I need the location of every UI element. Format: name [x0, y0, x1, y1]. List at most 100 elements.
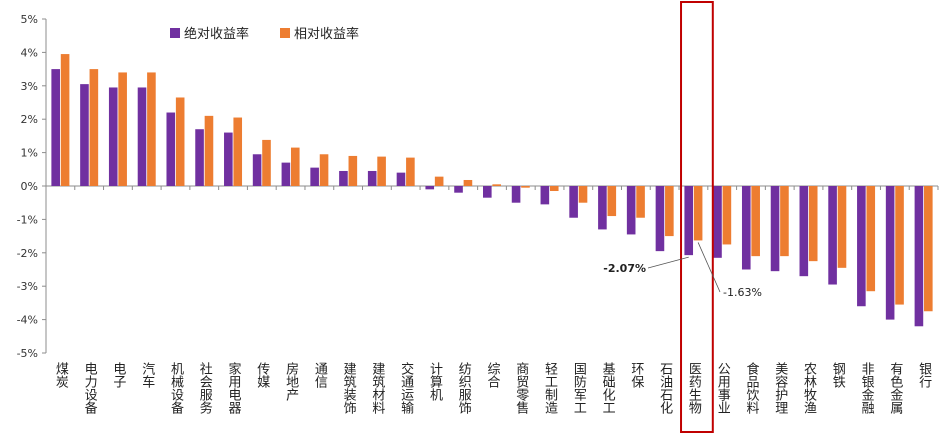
- bar: [492, 184, 501, 186]
- category-label: 轻工制造: [542, 362, 558, 415]
- category-label: 国防军工: [571, 362, 587, 414]
- category-label: 美容护理: [772, 362, 788, 414]
- bar: [693, 186, 703, 241]
- bar: [924, 186, 933, 312]
- bar: [636, 186, 645, 218]
- bar: [434, 176, 444, 186]
- y-tick-label: -1%: [17, 213, 38, 226]
- bar: [578, 186, 588, 203]
- category-label: 社会服务: [197, 361, 213, 414]
- bar: [569, 186, 578, 218]
- bar: [828, 186, 837, 285]
- bar: [511, 186, 521, 203]
- bar: [751, 186, 760, 257]
- bar: [713, 186, 722, 258]
- category-label: 商贸零售: [513, 362, 529, 414]
- annotation-label: -1.63%: [723, 286, 762, 299]
- bar: [204, 115, 214, 186]
- category-label: 通信: [312, 362, 328, 388]
- bar: [118, 72, 127, 186]
- highlight-box: [680, 1, 714, 433]
- bar: [540, 186, 550, 205]
- y-tick-label: 1%: [21, 147, 38, 160]
- bar: [857, 186, 866, 307]
- y-tick-label: 0%: [21, 180, 38, 193]
- category-label: 钢铁: [830, 362, 846, 388]
- category-label: 房地产: [283, 361, 299, 402]
- bar: [799, 186, 809, 277]
- bar: [598, 186, 607, 230]
- bar: [780, 186, 789, 257]
- bar: [483, 186, 492, 198]
- bar: [281, 162, 291, 186]
- category-label: 纺织服饰: [456, 362, 472, 414]
- y-tick-label: 3%: [21, 80, 38, 93]
- legend-swatch: [280, 28, 290, 38]
- category-label: 有色金属: [887, 362, 903, 415]
- annotation-leader: [697, 242, 721, 293]
- category-label: 非银金融: [859, 362, 875, 414]
- bar: [51, 69, 60, 186]
- bar: [319, 154, 329, 186]
- bar: [195, 129, 204, 186]
- category-label: 石油石化: [657, 362, 673, 415]
- legend-swatch: [170, 28, 180, 38]
- y-tick-label: 5%: [21, 13, 38, 26]
- bar: [722, 186, 732, 245]
- bar: [367, 170, 377, 186]
- y-tick-label: 4%: [21, 46, 38, 59]
- bar: [348, 155, 358, 186]
- category-label: 建筑装饰: [341, 362, 357, 414]
- bar: [290, 147, 300, 186]
- bar: [866, 186, 876, 292]
- category-label: 医药生物: [686, 362, 702, 415]
- bar: [463, 179, 473, 186]
- bar: [626, 186, 636, 235]
- y-tick-label: -4%: [17, 314, 38, 327]
- category-label: 电力设备: [82, 362, 98, 415]
- y-tick-label: -2%: [17, 247, 38, 260]
- category-label: 综合: [485, 362, 501, 388]
- bar: [770, 186, 780, 272]
- category-label: 计算机: [427, 362, 443, 402]
- bar: [89, 69, 99, 186]
- bar: [885, 186, 895, 320]
- category-label: 交通运输: [398, 361, 414, 414]
- category-label: 机械设备: [168, 362, 184, 415]
- bar: [684, 186, 694, 256]
- bar: [147, 72, 156, 186]
- bar: [233, 117, 243, 186]
- legend-label: 绝对收益率: [184, 26, 249, 42]
- bar: [837, 186, 847, 268]
- bar: [377, 156, 386, 186]
- category-label: 银行: [916, 362, 932, 389]
- category-label: 基础化工: [600, 362, 616, 414]
- bar: [808, 186, 818, 262]
- bar: [224, 132, 233, 186]
- bar: [425, 186, 435, 190]
- bar: [914, 186, 924, 327]
- category-label: 建筑材料: [369, 362, 385, 414]
- bar: [262, 139, 271, 186]
- bar: [741, 186, 751, 270]
- bar: [454, 186, 463, 193]
- bar: [549, 186, 559, 192]
- bar: [339, 170, 348, 186]
- bar: [175, 97, 185, 186]
- bar: [665, 186, 674, 237]
- y-tick-label: -5%: [17, 347, 38, 360]
- category-label: 农林牧渔: [801, 362, 817, 414]
- bar: [166, 112, 176, 186]
- bar: [655, 186, 665, 252]
- bar: [895, 186, 904, 305]
- category-label: 公用事业: [715, 362, 731, 414]
- bar: [60, 54, 70, 186]
- y-tick-label: 2%: [21, 113, 38, 126]
- bar: [80, 84, 89, 186]
- annotation-label: -2.07%: [603, 262, 646, 275]
- bar: [108, 87, 118, 186]
- y-tick-label: -3%: [17, 280, 38, 293]
- bar: [396, 172, 406, 186]
- bar: [521, 186, 530, 188]
